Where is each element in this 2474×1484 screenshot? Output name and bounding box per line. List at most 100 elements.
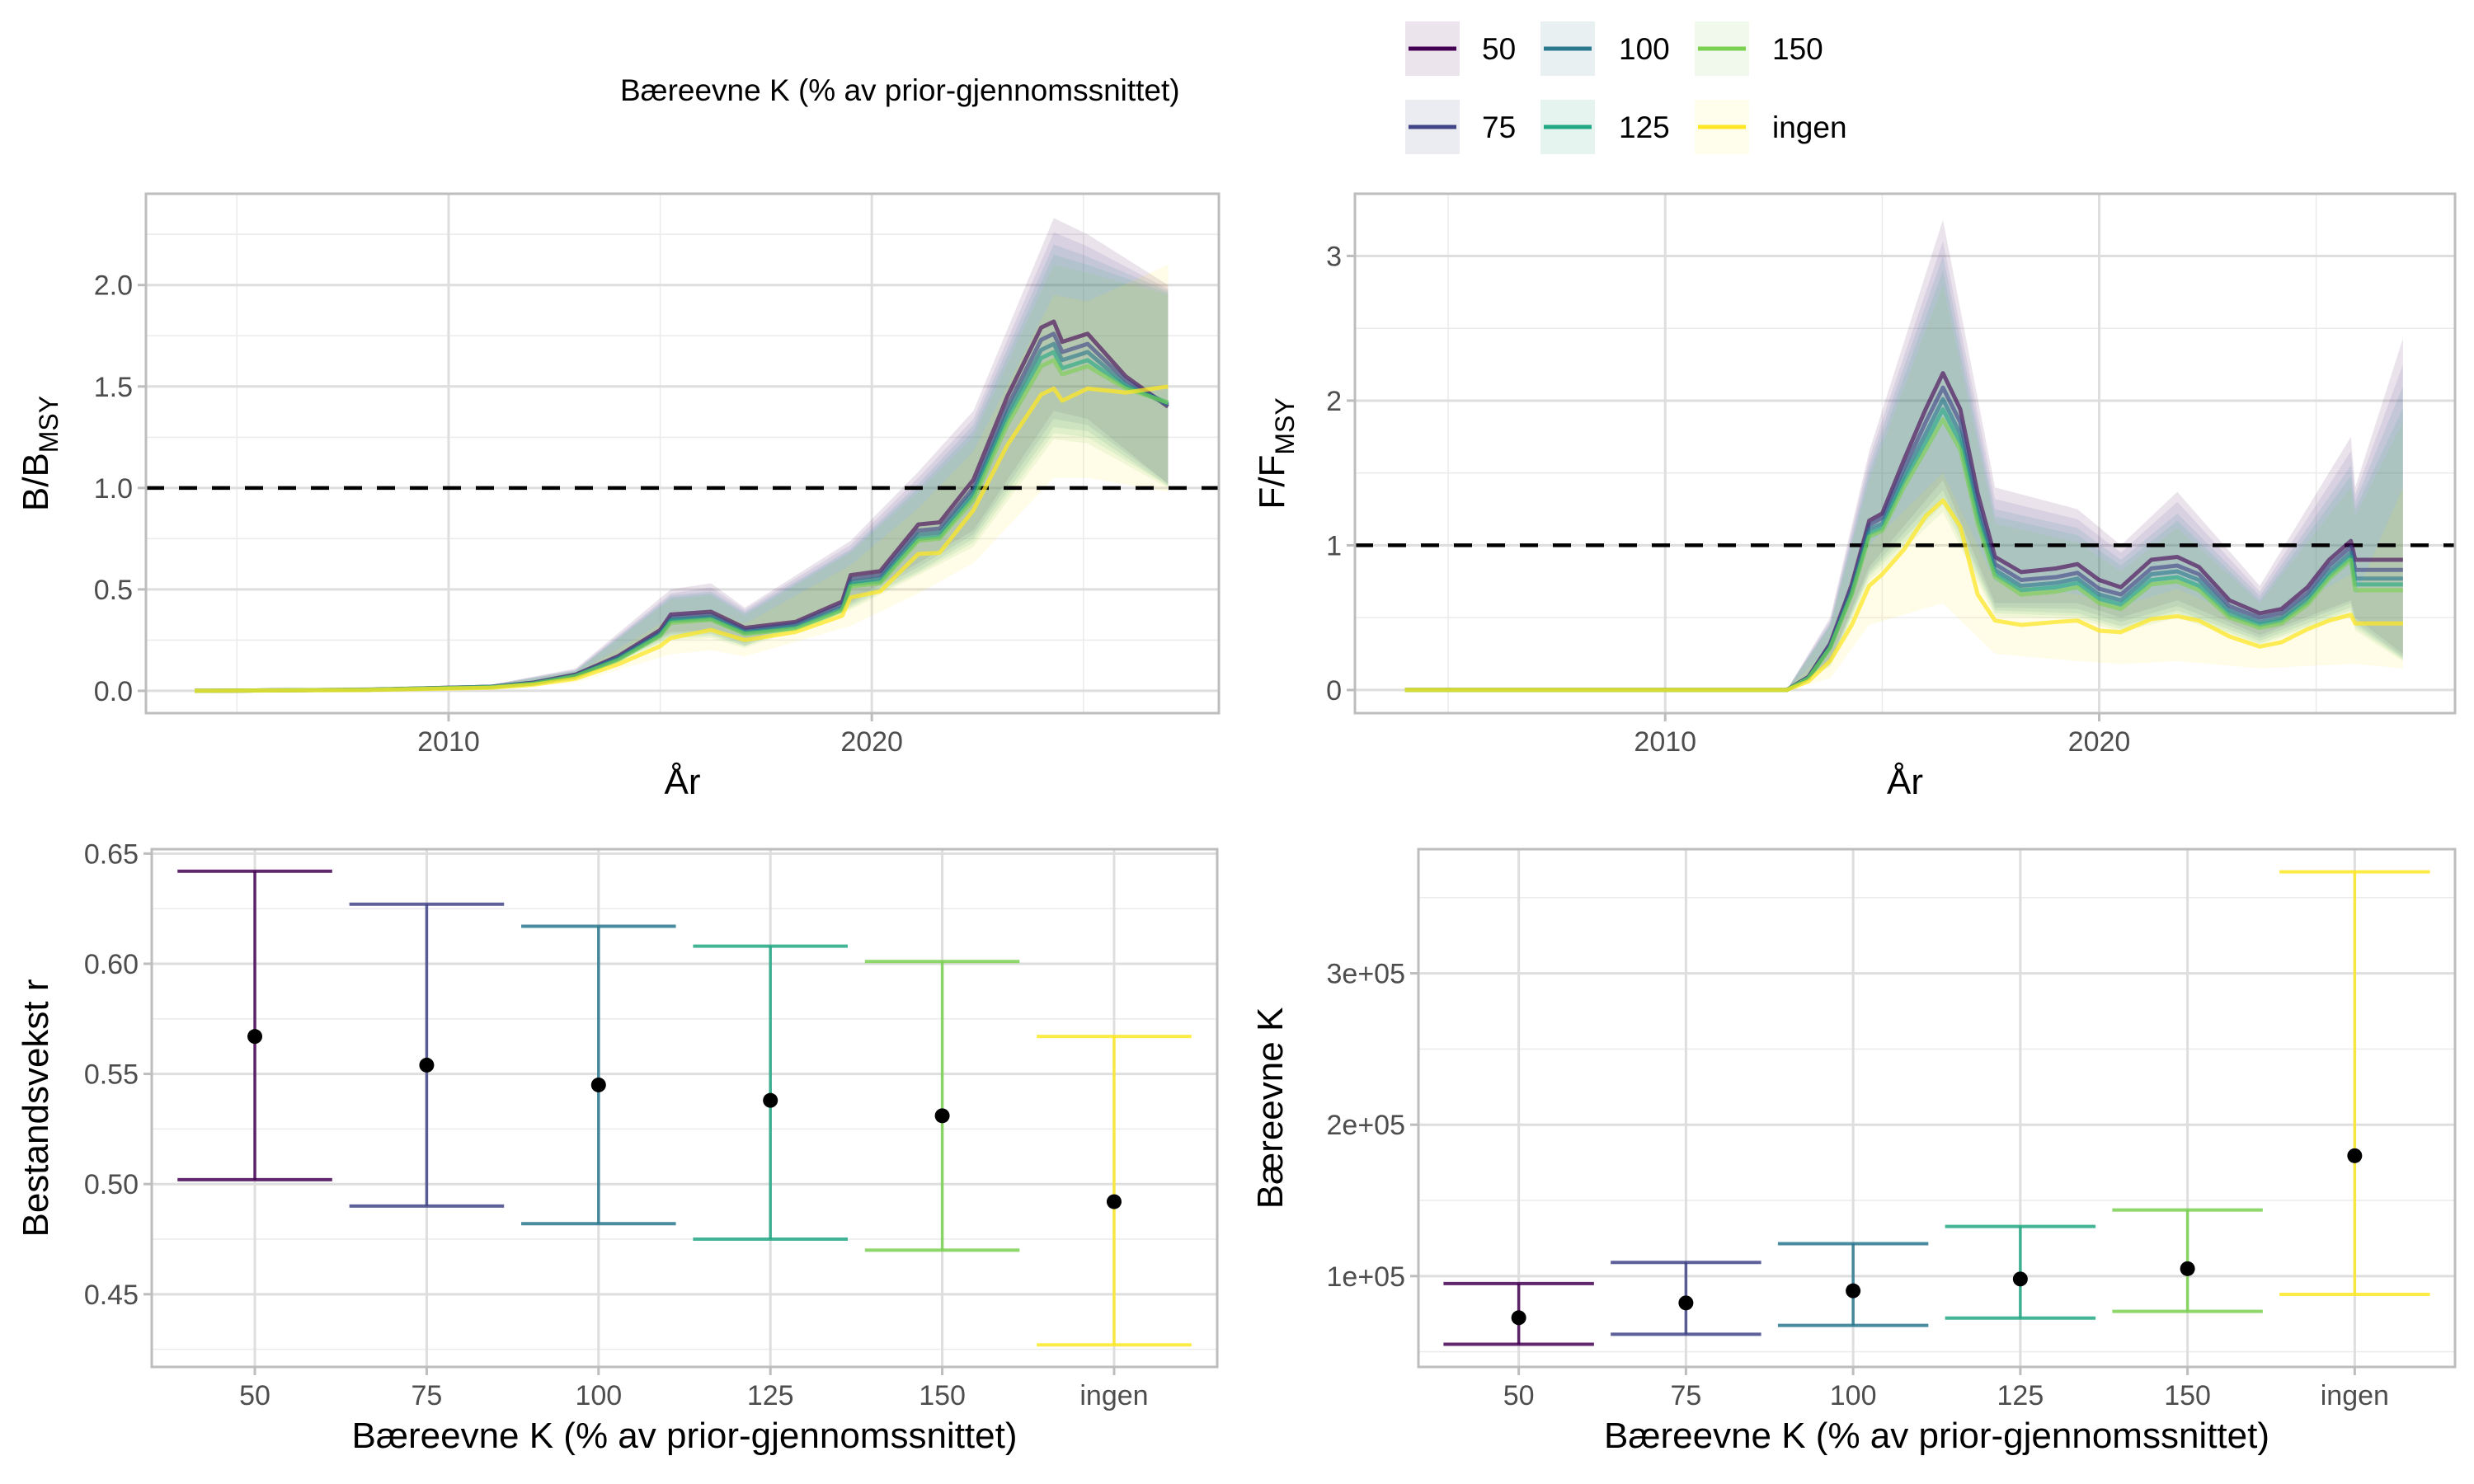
series-line-150 xyxy=(1404,417,2403,693)
point-estimate xyxy=(590,1077,606,1092)
errorbar-100 xyxy=(1777,1242,1929,1327)
panel-top-left: 0.0 0.5 1.0 1.5 2.0 2010 2020 År B/BMSY xyxy=(16,192,1221,802)
point-estimate xyxy=(247,1029,263,1045)
plot-area xyxy=(1443,870,2430,1346)
panel-border xyxy=(144,192,1221,715)
errorbar-150 xyxy=(2112,1208,2263,1313)
legend-item-125: 125 xyxy=(1540,100,1670,154)
errorbar-150 xyxy=(864,960,1020,1252)
y-tick-label: 0.50 xyxy=(84,1169,139,1200)
errorbar-50 xyxy=(177,869,332,1181)
errorbar-125 xyxy=(693,944,848,1242)
x-tick-label: 100 xyxy=(1830,1380,1877,1411)
point-estimate xyxy=(2180,1261,2195,1276)
point-estimate xyxy=(934,1108,950,1124)
x-tick-label: 2010 xyxy=(1634,726,1696,758)
panel-top-right: 0 1 2 3 2010 2020 År F/FMSY xyxy=(1252,192,2457,802)
point-estimate xyxy=(419,1057,435,1073)
ribbon-50 xyxy=(195,218,1169,691)
y-axis-title: B/BMSY xyxy=(16,396,63,511)
point-estimate xyxy=(2347,1148,2363,1163)
x-axis-title: År xyxy=(1887,762,1923,802)
x-tick-label: 75 xyxy=(412,1380,443,1411)
point-estimate xyxy=(1846,1283,1861,1298)
x-tick-label: 2020 xyxy=(2068,726,2131,758)
legend-label: 50 xyxy=(1482,32,1516,66)
y-axis-title-subscript: MSY xyxy=(34,396,63,453)
y-tick-label: 1.0 xyxy=(94,473,133,505)
y-tick-label: 0.60 xyxy=(84,949,139,980)
errorbar-125 xyxy=(1945,1224,2096,1320)
y-tick-label: 2 xyxy=(1326,386,1342,417)
y-tick-label: 0.0 xyxy=(94,676,133,707)
x-tick-label: 50 xyxy=(239,1380,270,1411)
y-tick-label: 0.45 xyxy=(84,1280,139,1311)
x-tick-label: 50 xyxy=(1503,1380,1535,1411)
errorbar-ingen xyxy=(2279,870,2430,1297)
x-tick-label: 150 xyxy=(919,1380,966,1411)
y-axis-title: Bestandsvekst r xyxy=(16,979,56,1237)
legend-label: 75 xyxy=(1482,110,1516,144)
x-tick-label: 125 xyxy=(747,1380,794,1411)
y-tick-label: 0.65 xyxy=(84,838,139,870)
y-axis-title: F/FMSY xyxy=(1252,397,1300,509)
y-tick-label: 3 xyxy=(1326,241,1342,272)
point-estimate xyxy=(1678,1295,1694,1311)
y-axis-title: Bæreevne K xyxy=(1250,1007,1291,1209)
legend-item-ingen: ingen xyxy=(1695,100,1847,154)
point-estimate xyxy=(1511,1310,1526,1326)
x-axis-title: Bæreevne K (% av prior-gjennomssnittet) xyxy=(1604,1416,2269,1456)
x-axis-title: År xyxy=(665,762,701,802)
x-tick-label: ingen xyxy=(2321,1380,2389,1411)
legend-title: Bæreevne K (% av prior-gjennomssnittet) xyxy=(620,73,1180,107)
legend-label: ingen xyxy=(1772,110,1847,144)
ribbon-ingen xyxy=(1404,472,2403,690)
point-estimate xyxy=(2012,1271,2028,1287)
plot-area xyxy=(177,869,1192,1347)
x-tick-label: 2020 xyxy=(840,726,903,758)
panel-border xyxy=(150,848,1219,1369)
x-tick-label: 100 xyxy=(575,1380,622,1411)
y-tick-label: 2.0 xyxy=(94,270,133,302)
ribbon-75 xyxy=(195,232,1169,691)
x-tick-label: 150 xyxy=(2164,1380,2211,1411)
plot-area xyxy=(1355,219,2455,693)
panel-bottom-right: 1e+05 2e+05 3e+05 50 75 100 125 150 ingen Bæreevn… xyxy=(1250,848,2457,1456)
y-axis-title-main: F/F xyxy=(1252,455,1292,510)
x-tick-label: 75 xyxy=(1670,1380,1701,1411)
panel-border xyxy=(1417,848,2457,1369)
point-estimate xyxy=(1106,1194,1122,1209)
ribbon-125 xyxy=(195,254,1169,691)
legend-item-50: 50 xyxy=(1405,21,1516,76)
y-tick-label: 0 xyxy=(1326,675,1342,707)
errorbar-100 xyxy=(521,924,676,1226)
y-tick-label: 3e+05 xyxy=(1327,959,1406,990)
y-tick-label: 0.55 xyxy=(84,1059,139,1091)
y-axis-title-main: B/B xyxy=(16,453,56,511)
errorbar-75 xyxy=(1611,1261,1761,1336)
errorbar-75 xyxy=(349,902,505,1208)
ribbon-ingen xyxy=(195,265,1169,691)
point-estimate xyxy=(763,1092,778,1108)
errorbar-50 xyxy=(1443,1281,1594,1346)
y-tick-label: 0.5 xyxy=(94,575,133,606)
series-line-ingen xyxy=(195,384,1169,693)
x-tick-label: 2010 xyxy=(417,726,480,758)
legend-item-150: 150 xyxy=(1695,21,1823,76)
x-tick-label: 125 xyxy=(1997,1380,2044,1411)
legend-label: 125 xyxy=(1619,110,1670,144)
series-line-150 xyxy=(195,358,1169,693)
y-axis-title-subscript: MSY xyxy=(1270,397,1300,454)
errorbar-ingen xyxy=(1037,1035,1192,1347)
panel-bottom-left: 0.45 0.50 0.55 0.60 0.65 50 75 100 125 150 ingen Bæ… xyxy=(16,838,1219,1456)
legend: Bæreevne K (% av prior-gjennomssnittet) … xyxy=(620,21,1847,154)
x-axis-title: Bæreevne K (% av prior-gjennomssnittet) xyxy=(352,1416,1018,1456)
x-tick-label: ingen xyxy=(1079,1380,1148,1411)
y-tick-label: 1e+05 xyxy=(1327,1261,1406,1293)
y-tick-label: 1.5 xyxy=(94,372,133,403)
legend-item-100: 100 xyxy=(1540,21,1670,76)
ribbon-100 xyxy=(195,244,1169,691)
y-tick-label: 2e+05 xyxy=(1327,1110,1406,1141)
legend-item-75: 75 xyxy=(1405,100,1516,154)
